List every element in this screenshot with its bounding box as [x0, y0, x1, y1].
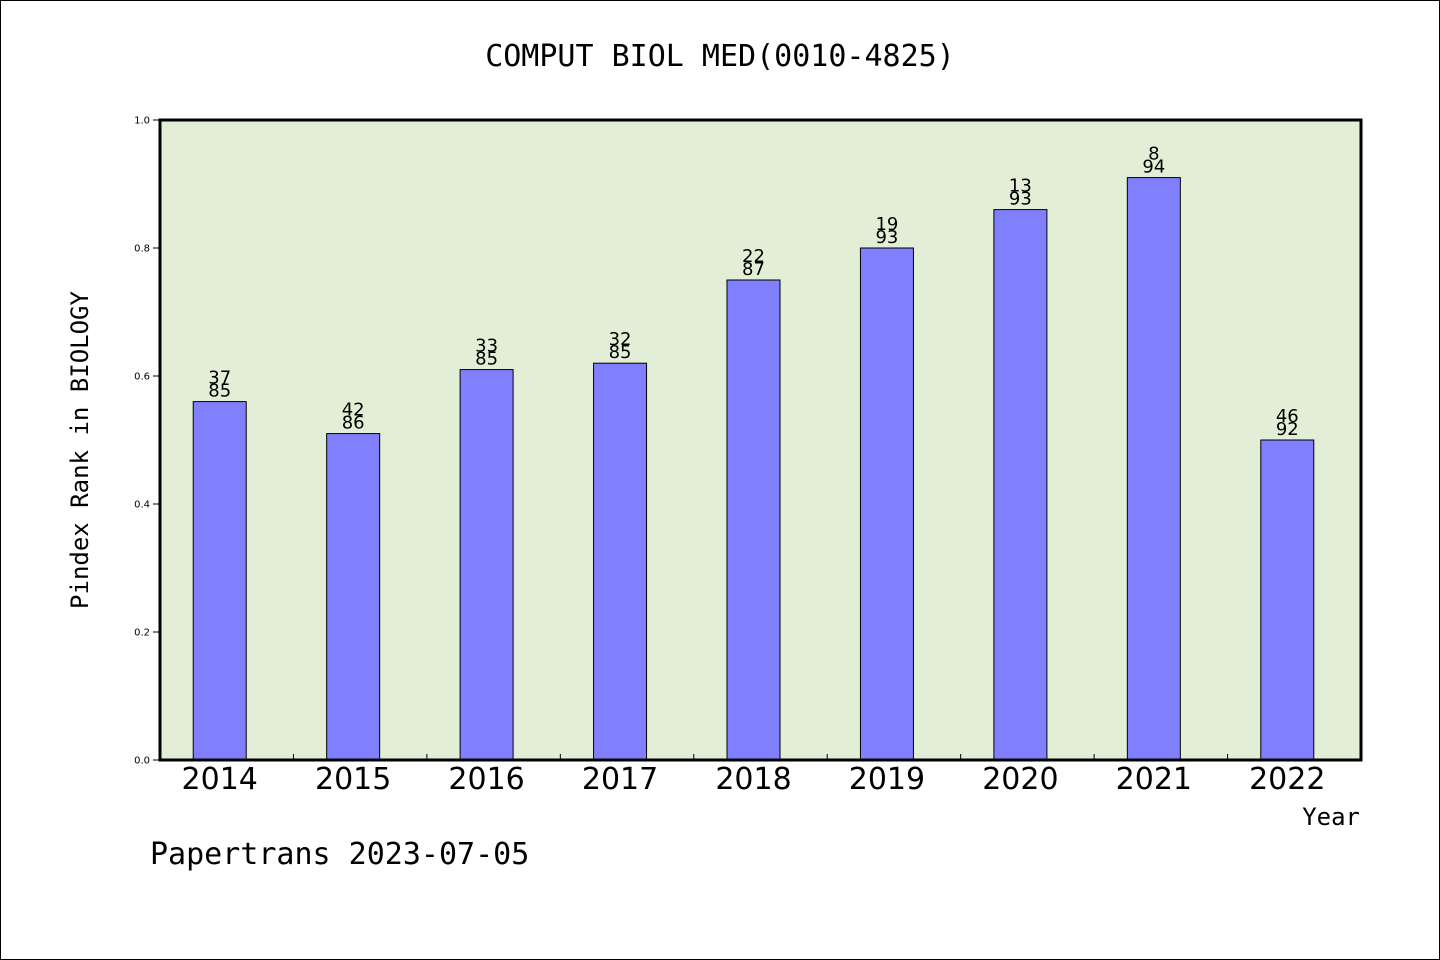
bar [993, 209, 1048, 761]
bar-label-top: 22 [742, 246, 765, 267]
bar [593, 362, 648, 761]
bar-label-bottom: 92 [1276, 419, 1299, 440]
bar [326, 433, 381, 761]
bar [859, 247, 914, 761]
bar-label-top: 32 [609, 329, 632, 350]
bar-label-bottom: 87 [742, 259, 765, 280]
x-tick-label: 2017 [582, 762, 658, 797]
bar [192, 401, 247, 761]
bar-label-top: 46 [1276, 406, 1299, 427]
x-tick-label: 2019 [849, 762, 925, 797]
bar-label-top: 13 [1009, 176, 1032, 197]
y-axis: 0.0 0.2 0.4 0.6 0.8 1.0 [134, 116, 160, 767]
y-tick-label: 0.0 [134, 756, 150, 767]
x-tick-label: 2014 [182, 762, 258, 797]
bar-label-bottom: 85 [475, 349, 498, 370]
bar [1260, 439, 1315, 761]
x-tick-label: 2022 [1249, 762, 1325, 797]
x-axis-label: Year [1302, 803, 1360, 831]
bar-label-top: 33 [475, 336, 498, 357]
x-tick-label: 2020 [982, 762, 1058, 797]
chart-title: COMPUT BIOL MED(0010-4825) [485, 39, 955, 74]
y-axis-label: Pindex Rank in BIOLOGY [66, 291, 94, 609]
bar-label-top: 37 [208, 368, 231, 389]
y-tick-label: 0.6 [134, 372, 150, 383]
x-tick-label: 2015 [315, 762, 391, 797]
bar-label-bottom: 93 [875, 227, 898, 248]
bar-label-top: 8 [1148, 144, 1159, 165]
footer-text: Papertrans 2023-07-05 [150, 837, 529, 872]
bar-label-bottom: 93 [1009, 189, 1032, 210]
bar-label-top: 19 [875, 214, 898, 235]
bar-label-bottom: 94 [1142, 157, 1165, 178]
bar-label-bottom: 86 [342, 413, 365, 434]
plot-border [158, 118, 1363, 762]
bar-label-top: 42 [342, 400, 365, 421]
bar [459, 369, 514, 761]
bar-label-bottom: 85 [609, 342, 632, 363]
bar-label-bottom: 85 [208, 381, 231, 402]
x-tick-label: 2021 [1116, 762, 1192, 797]
y-tick-label: 0.8 [134, 244, 150, 255]
x-tick-label: 2018 [715, 762, 791, 797]
y-tick-label: 1.0 [134, 116, 150, 127]
bars [192, 177, 1315, 761]
bar [726, 279, 781, 761]
y-tick-label: 0.2 [134, 628, 150, 639]
y-tick-label: 0.4 [134, 500, 150, 511]
x-tick-label: 2016 [448, 762, 524, 797]
bar [1126, 177, 1181, 761]
x-axis: 2014 2015 2016 2017 2018 2019 2020 2021 2022 [182, 754, 1325, 797]
